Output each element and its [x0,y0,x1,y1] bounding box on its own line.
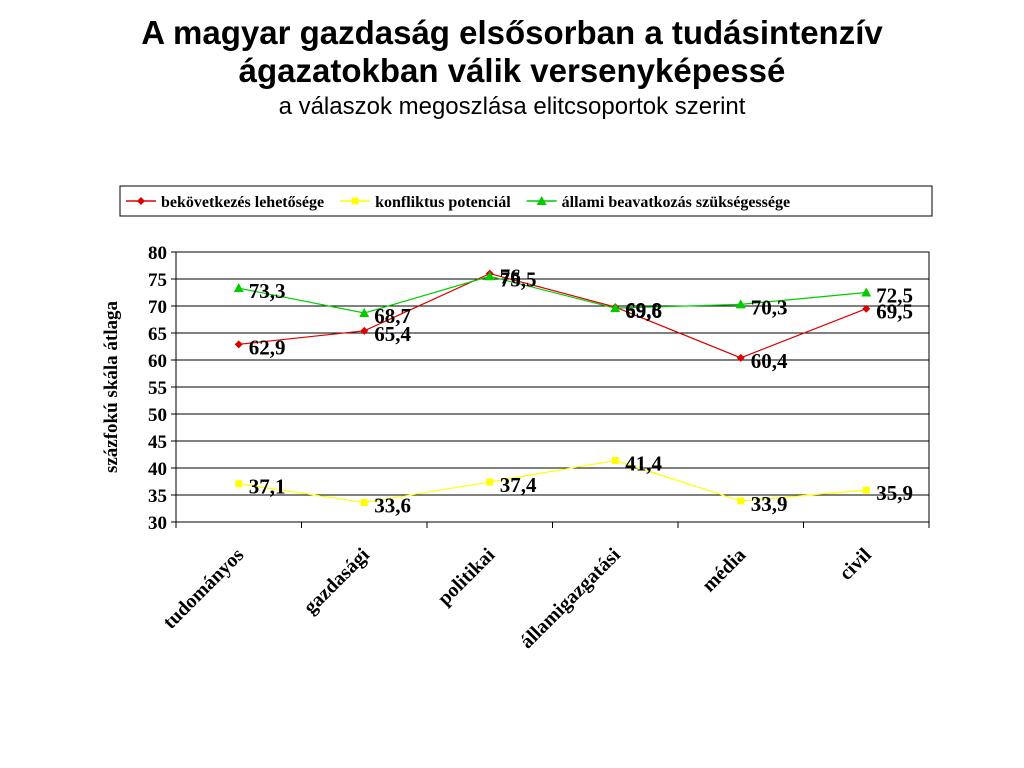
data-label: 69,6 [625,299,662,323]
y-tick-label: 30 [148,513,167,534]
data-point [235,480,243,488]
y-tick-label: 65 [148,324,167,345]
y-tick-label: 35 [148,486,167,507]
data-label: 70,3 [751,295,788,319]
chart-title-line2: ágazatokban válik versenyképessé [238,52,786,89]
y-tick-label: 80 [148,243,167,264]
legend-box [119,185,933,217]
data-point [233,283,244,293]
x-tick-label: politikai [433,544,499,610]
data-point [360,326,369,335]
x-tick-label: civil [835,544,876,585]
data-point [351,197,359,205]
data-point [536,196,547,205]
y-tick-label: 70 [148,297,167,318]
data-label: 72,5 [876,284,913,308]
data-label: 33,9 [751,492,788,516]
data-point [735,299,746,309]
data-point [486,478,494,486]
y-tick-label: 40 [148,459,167,480]
data-label: 65,4 [374,322,411,346]
x-tick-label: gazdasági [299,544,374,619]
x-tick-label: média [698,544,750,596]
data-label: 33,6 [374,494,411,518]
series-line [238,272,867,359]
data-point [862,486,870,494]
series-line [238,275,867,314]
x-tick-label: államigazgatási [516,544,625,653]
data-point [137,197,145,205]
data-label: 37,1 [249,475,286,499]
y-tick-label: 50 [148,405,167,426]
data-point [736,353,745,362]
data-label: 69,5 [876,300,913,324]
chart-title-line1: A magyar gazdaság elsősorban a tudásinte… [141,14,883,51]
data-point [861,287,872,297]
data-label: 76 [500,265,521,289]
data-label: 35,9 [876,481,913,505]
data-label: 68,7 [374,304,411,328]
series-line [238,459,867,504]
x-tick-label: tudományos [159,544,249,634]
legend-entry: konfliktus potenciál [375,194,511,211]
data-point [610,303,621,313]
y-tick-label: 45 [148,432,167,453]
data-point [737,497,745,505]
data-point [359,308,370,318]
data-label: 62,9 [249,335,286,359]
data-label: 60,4 [751,349,788,373]
title-block: A magyar gazdaság elsősorban a tudásinte… [0,14,1024,122]
chart-subtitle: a válaszok megoszlása elitcsoportok szer… [278,93,746,120]
data-label: 75,5 [500,267,537,291]
data-point [360,499,368,507]
legend-entry: bekövetkezés lehetősége [161,194,324,211]
y-tick-label: 60 [148,351,167,372]
data-point [484,271,495,281]
legend-entry: állami beavatkozás szükségessége [562,194,790,211]
data-point [862,304,871,313]
y-tick-label: 55 [148,378,167,399]
data-label: 41,4 [625,451,662,475]
data-label: 69,8 [625,298,662,322]
y-axis-label: százfokú skála átlaga [101,300,122,473]
data-point [234,340,243,349]
data-label: 37,4 [500,473,537,497]
data-label: 73,3 [249,279,286,303]
y-tick-label: 75 [148,270,167,291]
data-point [611,456,619,464]
